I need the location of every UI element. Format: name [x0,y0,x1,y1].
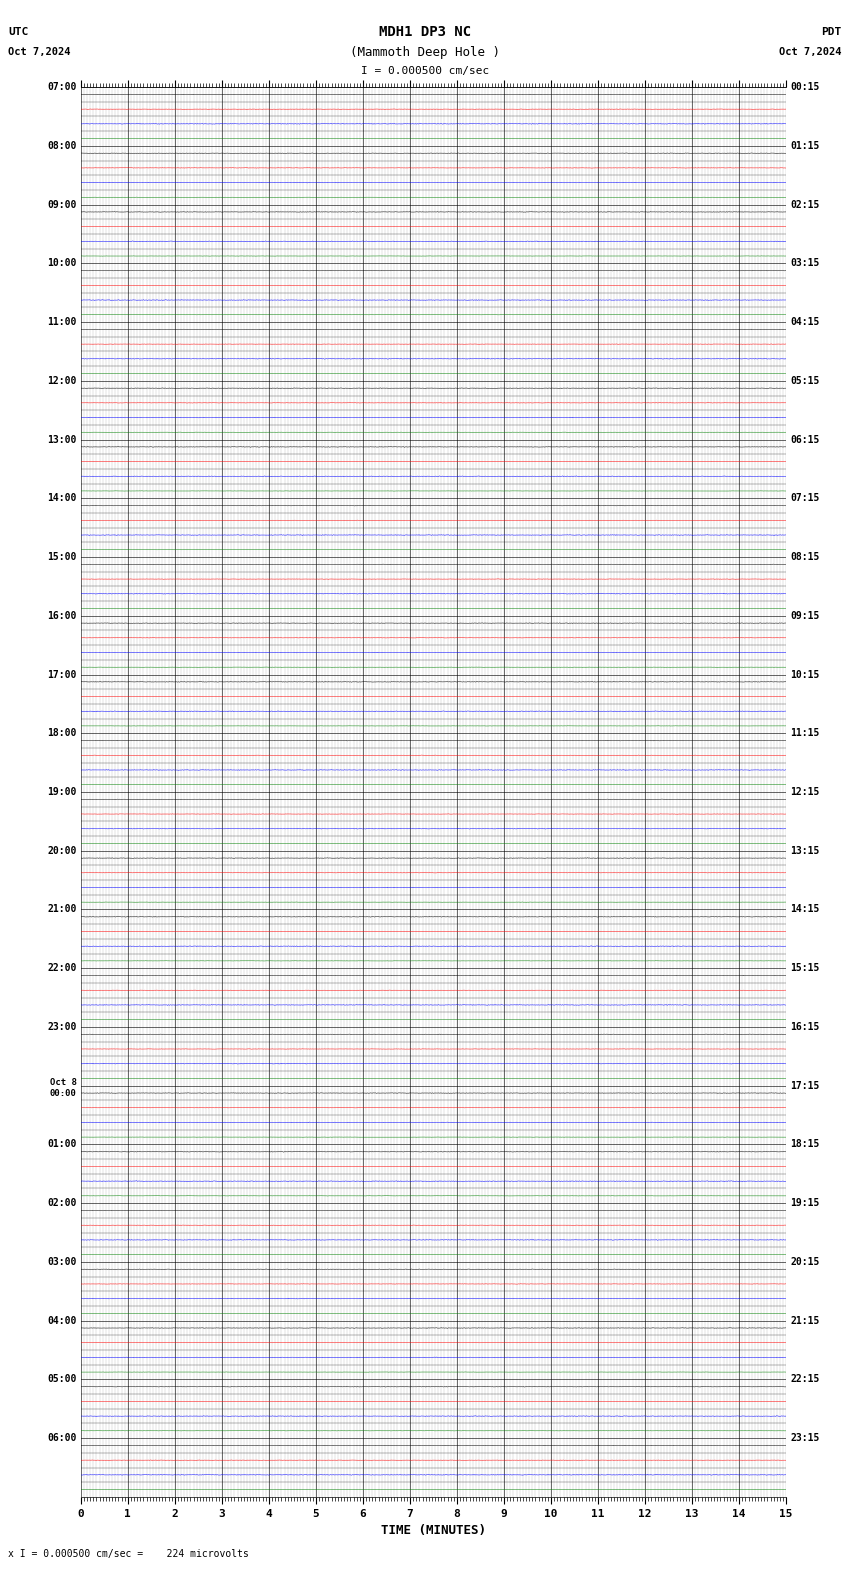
Text: Oct 7,2024: Oct 7,2024 [8,48,71,57]
Text: 22:00: 22:00 [47,963,76,973]
Text: 03:00: 03:00 [47,1258,76,1267]
Text: 22:15: 22:15 [790,1375,820,1384]
Text: 09:00: 09:00 [47,200,76,209]
Text: 07:00: 07:00 [47,82,76,92]
Text: 07:15: 07:15 [790,493,820,504]
Text: 13:00: 13:00 [47,434,76,445]
Text: 21:00: 21:00 [47,904,76,914]
Text: 20:15: 20:15 [790,1258,820,1267]
Text: 15:00: 15:00 [47,553,76,562]
X-axis label: TIME (MINUTES): TIME (MINUTES) [381,1524,486,1536]
Text: 02:15: 02:15 [790,200,820,209]
Text: 06:15: 06:15 [790,434,820,445]
Text: 00:15: 00:15 [790,82,820,92]
Text: 17:00: 17:00 [47,670,76,680]
Text: 19:00: 19:00 [47,787,76,797]
Text: 13:15: 13:15 [790,846,820,855]
Text: 05:15: 05:15 [790,375,820,386]
Text: 00:00: 00:00 [49,1088,76,1098]
Text: 09:15: 09:15 [790,611,820,621]
Text: 18:15: 18:15 [790,1139,820,1150]
Text: PDT: PDT [821,27,842,36]
Text: 19:15: 19:15 [790,1198,820,1209]
Text: 11:15: 11:15 [790,729,820,738]
Text: 12:00: 12:00 [47,375,76,386]
Text: 04:00: 04:00 [47,1316,76,1326]
Text: 05:00: 05:00 [47,1375,76,1384]
Text: I = 0.000500 cm/sec: I = 0.000500 cm/sec [361,67,489,76]
Text: 16:15: 16:15 [790,1022,820,1031]
Text: 15:15: 15:15 [790,963,820,973]
Text: 03:15: 03:15 [790,258,820,268]
Text: 16:00: 16:00 [47,611,76,621]
Text: Oct 8: Oct 8 [49,1077,76,1087]
Text: 21:15: 21:15 [790,1316,820,1326]
Text: 10:15: 10:15 [790,670,820,680]
Text: 06:00: 06:00 [47,1434,76,1443]
Text: 01:15: 01:15 [790,141,820,150]
Text: 11:00: 11:00 [47,317,76,326]
Text: 12:15: 12:15 [790,787,820,797]
Text: 23:00: 23:00 [47,1022,76,1031]
Text: 18:00: 18:00 [47,729,76,738]
Text: Oct 7,2024: Oct 7,2024 [779,48,842,57]
Text: 14:00: 14:00 [47,493,76,504]
Text: 10:00: 10:00 [47,258,76,268]
Text: (Mammoth Deep Hole ): (Mammoth Deep Hole ) [350,46,500,59]
Text: 02:00: 02:00 [47,1198,76,1209]
Text: 14:15: 14:15 [790,904,820,914]
Text: 01:00: 01:00 [47,1139,76,1150]
Text: MDH1 DP3 NC: MDH1 DP3 NC [379,25,471,38]
Text: 04:15: 04:15 [790,317,820,326]
Text: 17:15: 17:15 [790,1080,820,1091]
Text: UTC: UTC [8,27,29,36]
Text: 20:00: 20:00 [47,846,76,855]
Text: 23:15: 23:15 [790,1434,820,1443]
Text: x I = 0.000500 cm/sec =    224 microvolts: x I = 0.000500 cm/sec = 224 microvolts [8,1549,249,1559]
Text: 08:00: 08:00 [47,141,76,150]
Text: 08:15: 08:15 [790,553,820,562]
